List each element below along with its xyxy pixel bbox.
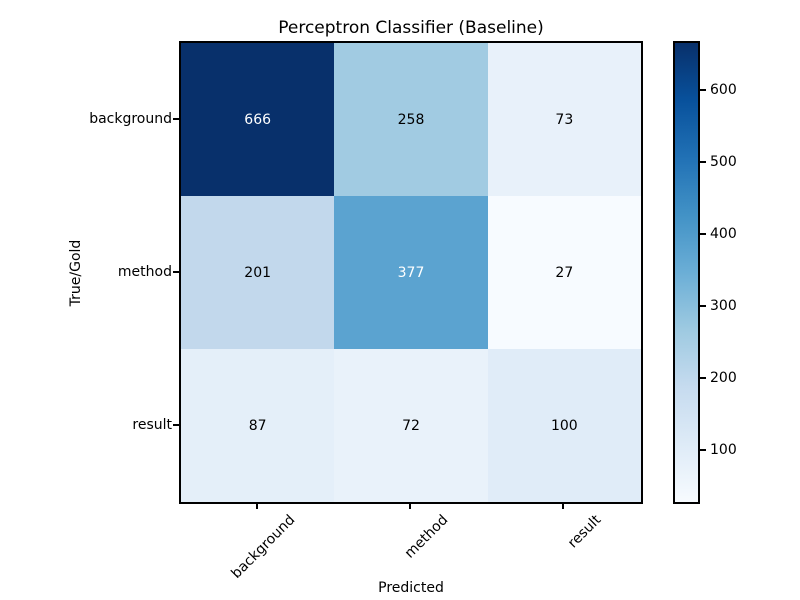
heatmap-cell: 100 — [487, 349, 641, 502]
colorbar-tick-mark — [700, 161, 706, 163]
colorbar-tick-label: 200 — [710, 370, 737, 386]
colorbar-tick-label: 600 — [710, 82, 737, 98]
colorbar-tick-mark — [700, 89, 706, 91]
heatmap-cell: 73 — [487, 43, 641, 196]
y-tick-mark — [173, 118, 179, 120]
colorbar-tick-mark — [700, 449, 706, 451]
heatmap-cell: 377 — [334, 196, 488, 349]
colorbar-tick-label: 500 — [710, 154, 737, 170]
heatmap-cell: 72 — [334, 349, 488, 502]
heatmap-plot-area: 666 258 73 201 377 27 87 72 100 — [179, 41, 643, 504]
x-tick-mark — [562, 503, 564, 509]
y-tick-mark — [173, 271, 179, 273]
y-axis-title: True/Gold — [68, 239, 84, 307]
colorbar-gradient — [673, 41, 700, 504]
heatmap-cell: 666 — [181, 43, 335, 196]
colorbar-tick-label: 100 — [710, 442, 737, 458]
y-tick-mark — [173, 424, 179, 426]
heatmap-cell: 87 — [181, 349, 335, 502]
heatmap-cell: 258 — [334, 43, 488, 196]
heatmap-cell: 27 — [487, 196, 641, 349]
y-tick-label-background: background — [89, 111, 172, 127]
colorbar-tick-mark — [700, 377, 706, 379]
y-tick-label-method: method — [117, 264, 172, 280]
chart-title: Perceptron Classifier (Baseline) — [278, 18, 544, 38]
colorbar-tick-mark — [700, 305, 706, 307]
y-tick-label-result: result — [132, 417, 172, 433]
x-tick-mark — [256, 503, 258, 509]
x-axis-title: Predicted — [378, 580, 444, 596]
x-tick-mark — [409, 503, 411, 509]
heatmap-cell: 201 — [181, 196, 335, 349]
colorbar-tick-mark — [700, 233, 706, 235]
colorbar-tick-label: 300 — [710, 298, 737, 314]
colorbar-tick-label: 400 — [710, 226, 737, 242]
